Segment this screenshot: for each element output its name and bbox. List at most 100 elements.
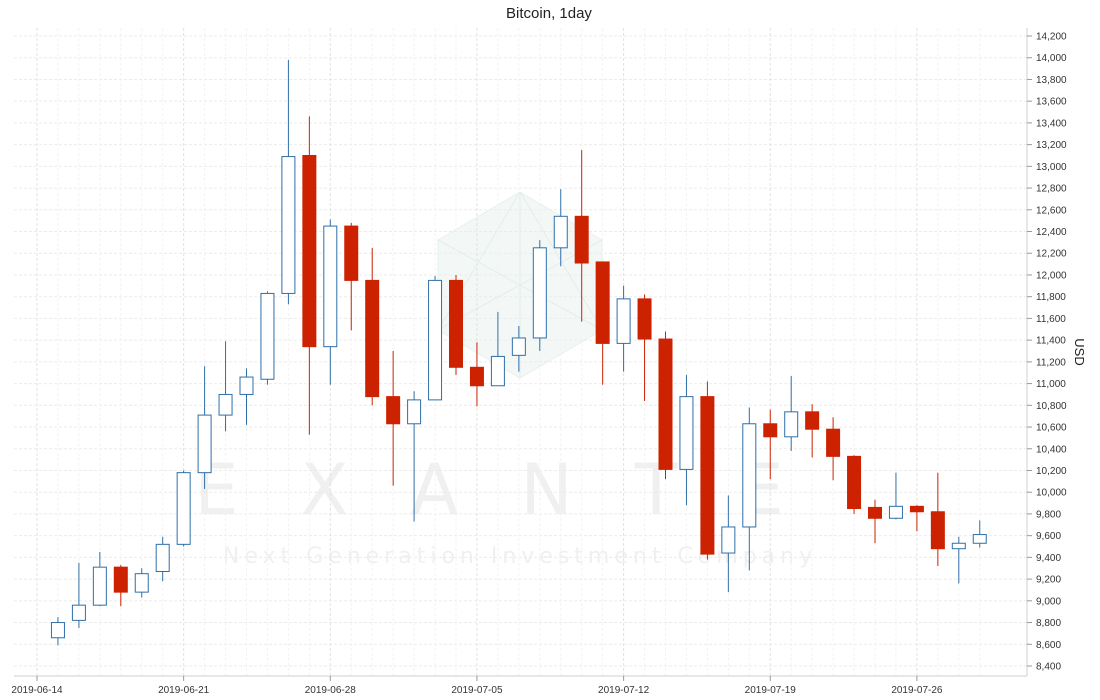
candle-body xyxy=(784,411,799,438)
x-tick-label: 2019-07-26 xyxy=(891,685,943,696)
candle xyxy=(344,222,359,331)
candle xyxy=(784,375,799,451)
y-tick-label: 9,400 xyxy=(1036,553,1061,564)
candle-body xyxy=(134,573,149,593)
y-tick-label: 13,800 xyxy=(1036,75,1067,86)
y-tick-label: 11,200 xyxy=(1036,357,1066,368)
candle xyxy=(574,150,589,322)
y-tick-label: 13,400 xyxy=(1036,118,1067,129)
candle-body xyxy=(930,511,945,550)
candle-body xyxy=(532,247,547,339)
candle xyxy=(218,341,233,432)
candle-body xyxy=(700,396,715,555)
candle xyxy=(449,274,463,375)
candle xyxy=(553,189,568,267)
candle-body xyxy=(344,225,359,281)
candle xyxy=(260,291,275,385)
candle-body xyxy=(428,279,443,401)
candle-body xyxy=(260,292,275,380)
candle-body xyxy=(281,156,296,294)
y-tick-label: 12,400 xyxy=(1036,227,1067,238)
candle-body xyxy=(574,215,589,264)
watermark-facet xyxy=(437,239,603,331)
candle xyxy=(323,219,338,385)
candle-body xyxy=(386,396,401,425)
candle xyxy=(742,407,757,571)
candle xyxy=(616,285,631,372)
y-tick-label: 11,600 xyxy=(1036,314,1066,325)
candle xyxy=(50,617,65,646)
candle xyxy=(365,247,380,406)
candle-body xyxy=(847,455,862,509)
candle-body xyxy=(805,411,820,430)
y-axis-label: USD xyxy=(1072,338,1087,365)
y-tick-label: 9,000 xyxy=(1036,596,1061,607)
y-tick-label: 11,400 xyxy=(1036,336,1066,347)
candle-body xyxy=(868,506,882,519)
x-tick-label: 2019-06-21 xyxy=(158,685,210,696)
y-tick-label: 12,800 xyxy=(1036,184,1067,195)
candle-body xyxy=(323,225,338,348)
candle xyxy=(386,351,401,486)
y-tick-label: 10,400 xyxy=(1036,444,1067,455)
y-tick-label: 11,000 xyxy=(1036,379,1066,390)
candle xyxy=(847,455,862,514)
y-tick-label: 8,800 xyxy=(1036,618,1061,629)
y-tick-label: 10,200 xyxy=(1036,466,1067,477)
candle-body xyxy=(407,399,422,425)
candle-body xyxy=(218,393,233,416)
candle-body xyxy=(553,215,568,249)
x-tick-label: 2019-07-12 xyxy=(598,685,650,696)
x-axis-ticks: 2019-06-14 2019-06-21 2019-06-28 2019-07-05… xyxy=(11,676,943,696)
candle xyxy=(679,374,694,506)
candle xyxy=(930,472,945,567)
candle xyxy=(239,368,254,425)
candle-body xyxy=(909,505,924,513)
candle xyxy=(490,311,505,387)
candle-body xyxy=(637,298,652,340)
candle xyxy=(469,342,484,407)
candle-body xyxy=(50,622,65,639)
candle xyxy=(700,381,715,560)
y-tick-label: 13,000 xyxy=(1036,162,1067,173)
candle xyxy=(134,568,149,598)
candle xyxy=(197,366,212,489)
candle xyxy=(407,391,422,522)
candle-body xyxy=(365,279,380,398)
candle xyxy=(511,326,526,372)
candles xyxy=(50,59,987,646)
candle-body xyxy=(469,366,484,387)
candle xyxy=(826,417,841,481)
y-tick-label: 9,800 xyxy=(1036,509,1061,520)
candle-body xyxy=(449,279,463,368)
candle xyxy=(532,240,547,351)
y-tick-label: 10,800 xyxy=(1036,401,1067,412)
candle xyxy=(176,470,191,547)
candle-body xyxy=(721,526,736,554)
candle xyxy=(595,261,610,385)
candle xyxy=(113,564,128,607)
candle xyxy=(951,536,966,584)
candle-body xyxy=(888,505,903,519)
candle xyxy=(637,294,652,401)
candle-body xyxy=(951,542,966,550)
y-tick-label: 14,200 xyxy=(1036,32,1067,43)
candle xyxy=(868,499,882,544)
candle-body xyxy=(176,472,191,545)
candle-body xyxy=(197,414,212,474)
y-tick-label: 12,000 xyxy=(1036,270,1067,281)
candle xyxy=(888,472,903,520)
y-tick-label: 13,600 xyxy=(1036,97,1067,108)
candle xyxy=(92,551,107,607)
candle-body xyxy=(679,396,694,470)
x-tick-label: 2019-06-14 xyxy=(11,685,63,696)
candle-body xyxy=(616,298,631,344)
candle-body xyxy=(239,376,254,395)
candle xyxy=(658,331,673,480)
x-tick-label: 2019-06-28 xyxy=(305,685,357,696)
candle-body xyxy=(658,338,673,470)
candle-body xyxy=(302,154,317,348)
candle-body xyxy=(113,566,128,593)
candle xyxy=(302,116,317,435)
